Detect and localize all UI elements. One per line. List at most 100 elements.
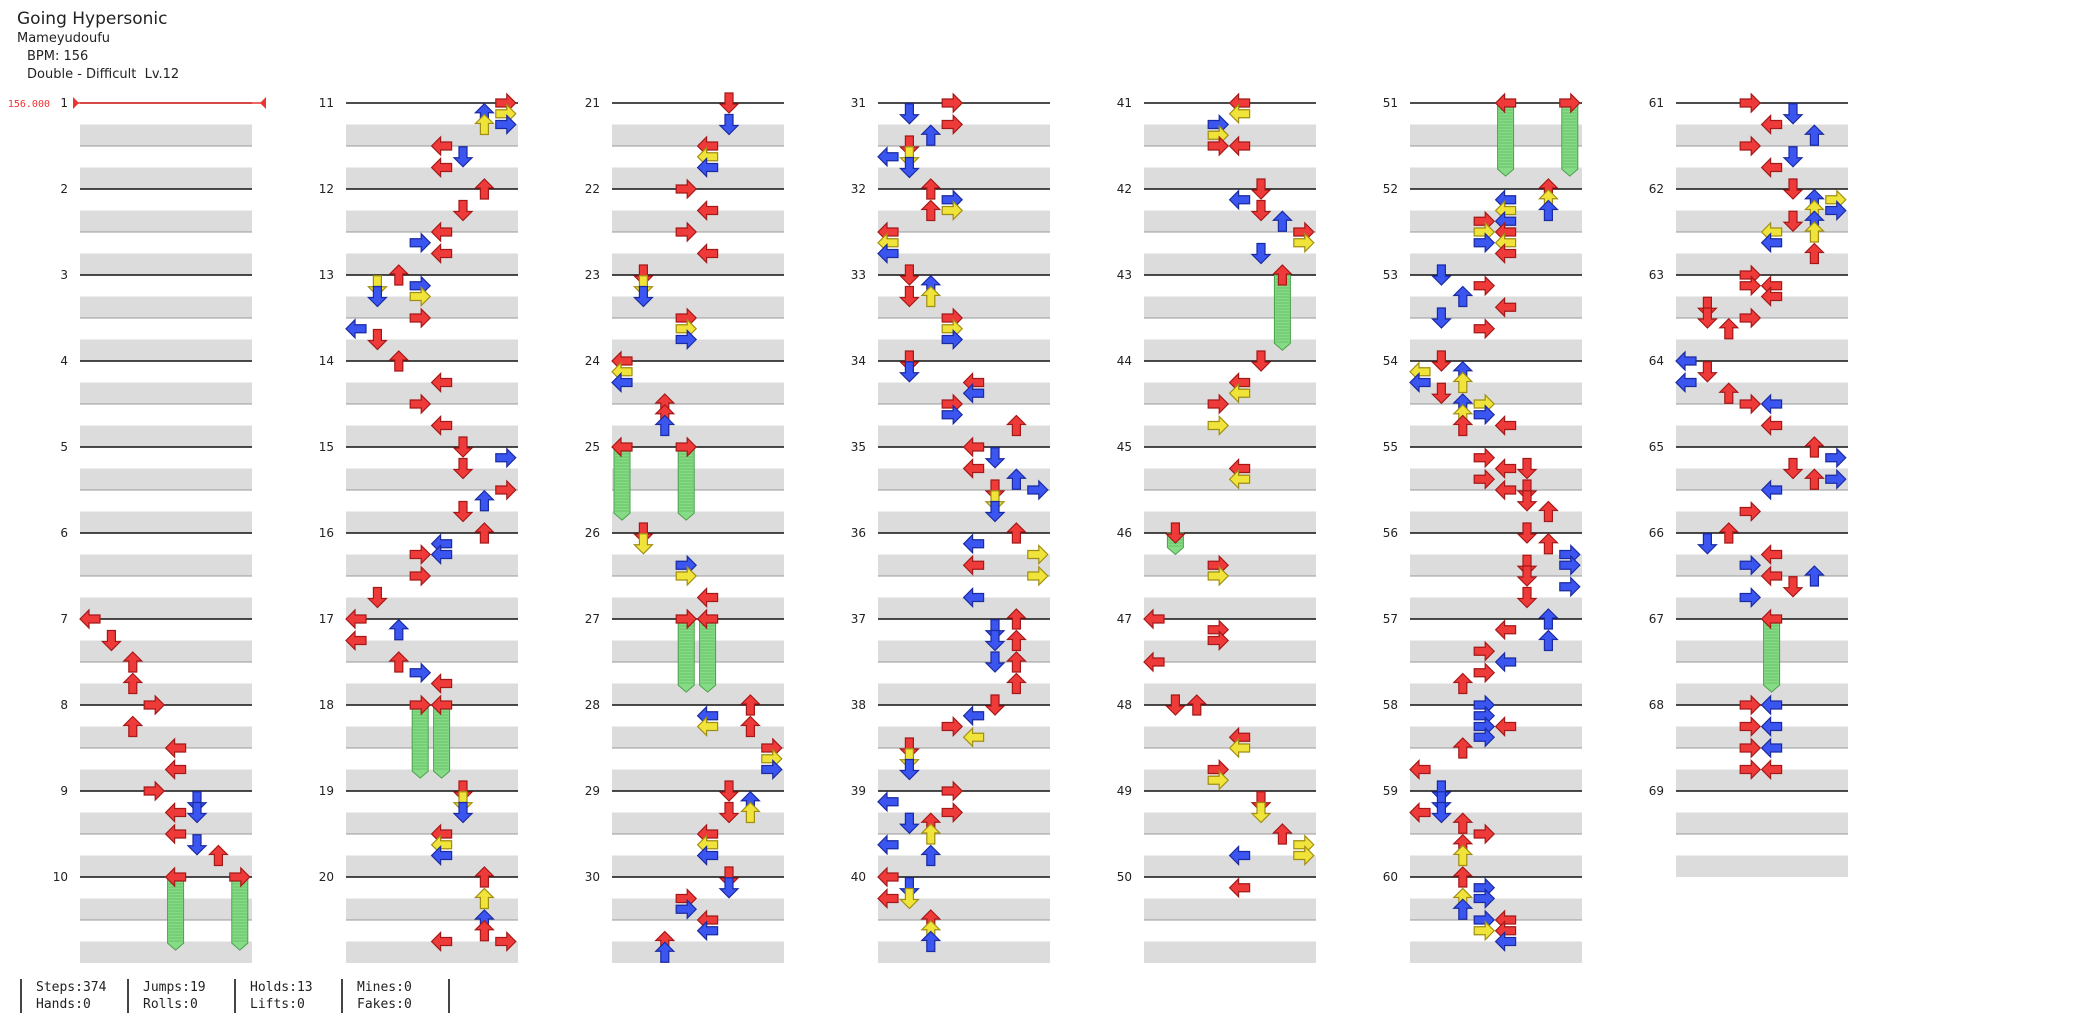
measure-number: 41 [1117,96,1132,110]
measure-number: 50 [1117,870,1132,884]
staff-stripe [1144,812,1316,834]
step-arrow-r [409,663,431,683]
staff-stripe [878,855,1050,877]
measure-number: 18 [319,698,334,712]
staff-stripe [80,296,252,318]
stats-footer: Steps:374 Hands:0 Jumps:19 Rolls:0 Holds… [20,979,450,1015]
stat-rolls: Rolls:0 [143,997,198,1012]
staff-stripe [1410,425,1582,447]
step-arrow-d [187,834,207,856]
staff-stripe [1676,769,1848,791]
step-arrow-l [1228,878,1251,898]
step-arrow-r [1739,93,1761,113]
hold-body [677,446,695,521]
measure-number: 22 [585,182,600,196]
step-arrow-r [495,448,517,468]
staff-stripe [1144,210,1316,232]
staff-stripe [346,167,518,189]
staff-stripe [878,425,1050,447]
staff-stripe [1144,296,1316,318]
step-arrow-d [985,447,1005,469]
staff-stripe [1410,640,1582,662]
staff-stripe [346,726,518,748]
song-artist: Mameyudoufu [17,31,111,46]
measure-number: 37 [851,612,866,626]
staff-stripe [1676,683,1848,705]
staff-stripe [80,124,252,146]
measure-number: 11 [319,96,334,110]
measure-number: 69 [1649,784,1664,798]
step-arrow-d [899,103,920,125]
staff-stripe [1676,253,1848,275]
measure-number: 15 [319,440,334,454]
song-bpm: BPM: 156 [27,49,89,64]
measure-number: 9 [60,784,68,798]
staff-stripe [1410,339,1582,361]
staff-stripe [1144,425,1316,447]
stats-column-2: Jumps:19 Rolls:0 [127,979,234,1013]
measure-number: 63 [1649,268,1664,282]
step-arrow-l [962,534,985,554]
step-arrow-d [453,146,473,168]
staff-stripe [612,683,784,705]
step-arrow-d [1783,146,1803,168]
staff-stripe [878,769,1050,791]
measure-number: 31 [851,96,866,110]
staff-stripe [612,898,784,920]
stat-fakes: Fakes:0 [357,997,412,1012]
staff-stripe [80,425,252,447]
staff-stripe [346,124,518,146]
step-arrow-d [1697,533,1718,555]
staff-stripe [1676,382,1848,404]
measure-number: 58 [1383,698,1398,712]
stats-column-4: Mines:0 Fakes:0 [341,979,448,1013]
staff-stripe [878,124,1050,146]
step-arrow-r [1825,448,1847,468]
hold-body [231,876,249,951]
step-arrow-r [409,233,431,253]
step-arrow-l [877,835,899,855]
measure-number: 51 [1383,96,1398,110]
measure-number: 54 [1383,354,1398,368]
step-arrow-u [1719,318,1739,340]
measure-number: 38 [851,698,866,712]
step-arrow-u [474,920,494,942]
staff-stripe [346,898,518,920]
step-arrow-r [1473,448,1495,468]
measure-number: 16 [319,526,334,540]
step-arrow-r [1559,577,1581,597]
measure-number: 47 [1117,612,1132,626]
measure-number: 23 [585,268,600,282]
bpm-marker-right [260,97,266,109]
staff-stripe [878,296,1050,318]
staff-stripe [1676,210,1848,232]
measure-number: 7 [60,612,68,626]
stat-steps: Steps:374 [36,980,107,995]
staff-stripe [612,124,784,146]
staff-stripe [612,769,784,791]
staff-stripe [346,554,518,576]
staff-stripe [1144,898,1316,920]
staff-stripe [1676,640,1848,662]
staff-stripe [1676,554,1848,576]
staff-stripe [612,511,784,533]
staff-stripe [80,382,252,404]
staff-stripe [80,812,252,834]
staff-stripe [1410,898,1582,920]
staff-stripe [1410,167,1582,189]
stat-mines: Mines:0 [357,980,412,995]
staff-stripe [1676,124,1848,146]
hold-body [167,876,185,951]
staff-stripe [346,640,518,662]
staff-stripe [346,941,518,963]
hold-body [699,618,717,693]
staff-stripe [1410,812,1582,834]
measure-number: 26 [585,526,600,540]
staff-stripe [346,769,518,791]
staff-stripe [612,339,784,361]
staff-stripe [878,898,1050,920]
staff-stripe [612,468,784,490]
staff-stripe [80,554,252,576]
measure-number: 29 [585,784,600,798]
staff-stripe [346,210,518,232]
